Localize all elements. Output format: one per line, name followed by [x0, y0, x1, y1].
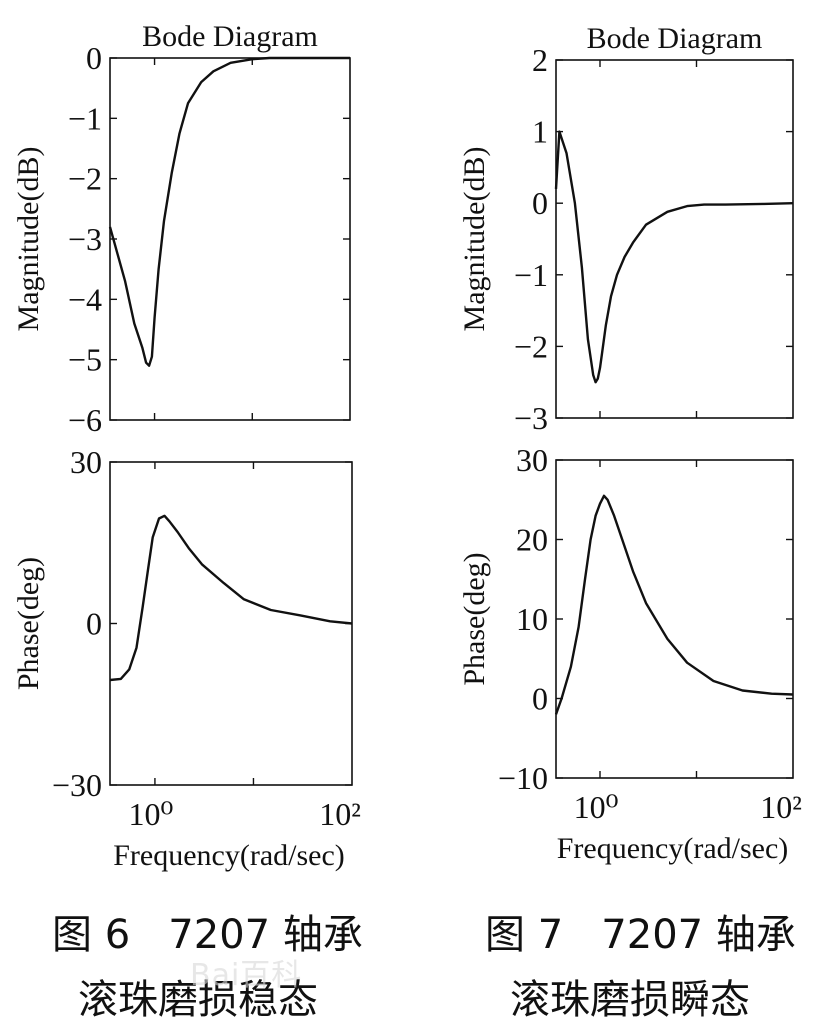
y-tick-label: −2: [514, 328, 548, 364]
y-axis-label: Phase(deg): [458, 552, 491, 685]
y-tick-label: −10: [498, 760, 548, 796]
y-tick-label: −30: [52, 767, 102, 803]
left-magnitude-plot: 0 −1 −2 −3 −4 −5 −6 Bode Diagram Magnitude(dB): [12, 20, 351, 438]
chart-title: Bode Diagram: [142, 20, 318, 53]
plot-frame: [109, 461, 353, 786]
left-phase-plot: 30 0 −30 10⁰ 10² Phase(deg) Frequency(rad/sec): [12, 444, 361, 872]
x-axis-label: Frequency(rad/sec): [557, 832, 789, 865]
y-axis-label: Magnitude(dB): [12, 147, 45, 332]
y-axis-label: Magnitude(dB): [458, 147, 491, 332]
plot-frame: [555, 59, 794, 419]
y-tick-label: −6: [68, 402, 102, 438]
right-caption-line2: 滚珠磨损瞬态: [510, 977, 750, 1023]
y-tick-label: 2: [532, 42, 548, 78]
y-tick-label: −1: [514, 257, 548, 293]
y-tick-label: −1: [68, 100, 102, 136]
y-tick-label: −5: [68, 342, 102, 378]
plot-frame: [555, 459, 794, 779]
left-caption-line2: 滚珠磨损稳态: [78, 977, 318, 1023]
chart-title: Bode Diagram: [587, 22, 763, 55]
y-tick-label: 0: [86, 606, 102, 642]
y-axis-label: Phase(deg): [12, 557, 45, 690]
y-tick-label: 0: [86, 40, 102, 76]
right-magnitude-plot: 2 1 0 −1 −2 −3 Bode Diagram Magnitude(dB): [458, 22, 794, 436]
right-phase-plot: 30 20 10 0 −10 10⁰ 10² Phase(deg) Frequency(rad/…: [458, 442, 802, 865]
y-tick-label: 10: [516, 601, 548, 637]
y-tick-label: 0: [532, 185, 548, 221]
y-tick-label: −3: [68, 221, 102, 257]
series-line: [109, 514, 353, 682]
plot-frame: [109, 57, 351, 421]
y-tick-label: 0: [532, 681, 548, 717]
y-tick-label: 30: [70, 444, 102, 480]
right-caption-line1: 图 7 7207 轴承: [485, 912, 796, 958]
y-tick-label: −3: [514, 400, 548, 436]
series-line: [554, 130, 794, 384]
y-tick-label: −2: [68, 161, 102, 197]
y-tick-label: 30: [516, 442, 548, 478]
y-tick-label: 20: [516, 522, 548, 558]
x-axis-label: Frequency(rad/sec): [113, 839, 345, 872]
x-tick-label: 10²: [760, 789, 802, 825]
x-tick-label: 10²: [319, 796, 361, 832]
y-tick-label: −4: [68, 281, 102, 317]
x-tick-label: 10⁰: [129, 796, 174, 832]
series-line: [554, 494, 794, 715]
left-caption-line1: 图 6 7207 轴承: [52, 912, 363, 958]
x-tick-label: 10⁰: [574, 789, 619, 825]
watermark-logo: Bai百科: [190, 958, 303, 993]
y-tick-label: 1: [532, 114, 548, 150]
series-line: [108, 56, 350, 367]
